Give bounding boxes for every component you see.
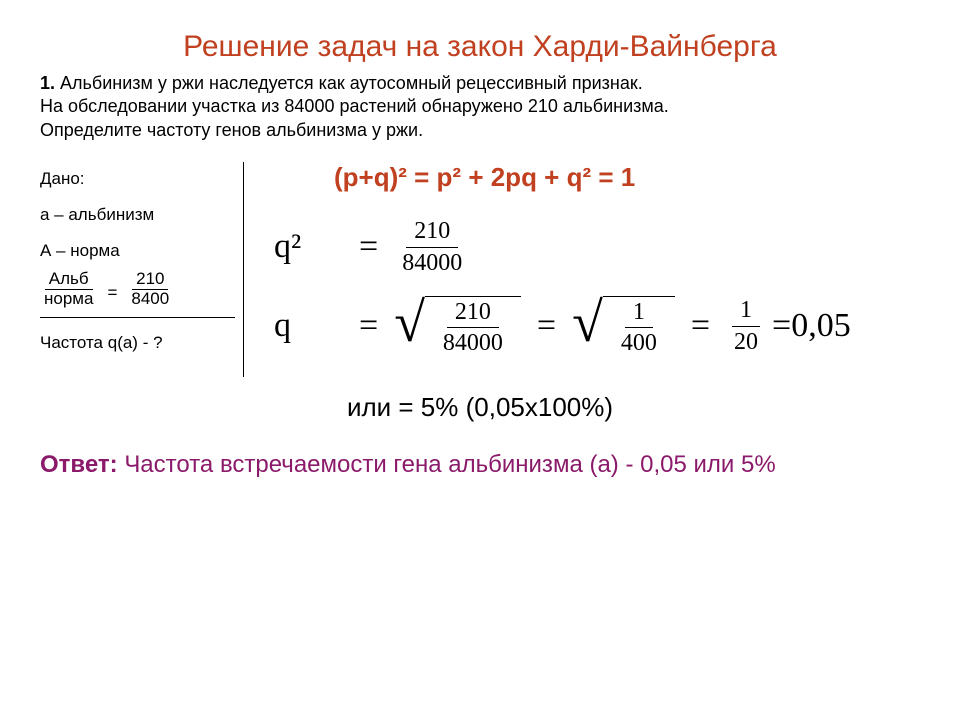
given-line-2: А – норма — [40, 234, 235, 268]
eq2-eq2: = — [537, 307, 556, 345]
answer-text: Частота встречаемости гена альбинизма (а… — [124, 451, 775, 478]
ratio-val-bot: 8400 — [127, 290, 173, 309]
given-line-1: а – альбинизм — [40, 198, 235, 232]
eq2-result: =0,05 — [772, 307, 851, 345]
eq2-var: q — [274, 307, 349, 345]
eq2-f1-num: 210 — [447, 299, 499, 328]
sqrt-icon: √ — [394, 300, 425, 361]
given-ratio: Альб норма = 210 8400 — [40, 270, 173, 308]
eq2-f2-num: 1 — [625, 299, 653, 328]
given-block: Дано: а – альбинизм А – норма Альб норма… — [40, 162, 244, 377]
given-header: Дано: — [40, 162, 235, 196]
eq2-f3-den: 20 — [726, 327, 766, 355]
eq2-f3-num: 1 — [732, 297, 760, 326]
eq2-f1-den: 84000 — [435, 328, 511, 356]
problem-statement: 1. Альбинизм у ржи наследуется как аутос… — [40, 72, 920, 142]
page-title: Решение задач на закон Харди-Вайнберга — [40, 30, 920, 64]
sqrt-icon: √ — [572, 300, 603, 361]
problem-text-2: На обследовании участка из 84000 растени… — [40, 96, 669, 116]
hardy-weinberg-formula: (p+q)² = p² + 2pq + q² = 1 — [334, 162, 920, 193]
ratio-val-top: 210 — [132, 270, 168, 290]
eq1-var: q² — [274, 228, 349, 266]
or-line: или = 5% (0,05х100%) — [40, 392, 920, 423]
ratio-label-top: Альб — [45, 270, 93, 290]
solution-block: (p+q)² = p² + 2pq + q² = 1 q² = 210 8400… — [274, 162, 920, 377]
problem-text-3: Определите частоту генов альбинизма у рж… — [40, 120, 423, 140]
equation-q-squared: q² = 210 84000 — [274, 218, 920, 276]
eq1-num: 210 — [406, 218, 458, 247]
problem-lead: 1. — [40, 73, 55, 93]
given-find: Частота q(a) - ? — [40, 317, 235, 360]
eq2-eq1: = — [359, 307, 378, 345]
eq2-f2-den: 400 — [613, 328, 665, 356]
problem-text-1: Альбинизм у ржи наследуется как аутосомн… — [60, 73, 643, 93]
eq2-eq3: = — [691, 307, 710, 345]
ratio-eq: = — [107, 276, 117, 310]
equation-q: q = √ 210 84000 = √ 1 — [274, 296, 920, 357]
answer-block: Ответ: Частота встречаемости гена альбин… — [40, 448, 920, 482]
ratio-label-bot: норма — [40, 290, 97, 309]
eq1-den: 84000 — [394, 248, 470, 276]
eq1-eq: = — [359, 228, 378, 266]
answer-label: Ответ: — [40, 451, 118, 478]
